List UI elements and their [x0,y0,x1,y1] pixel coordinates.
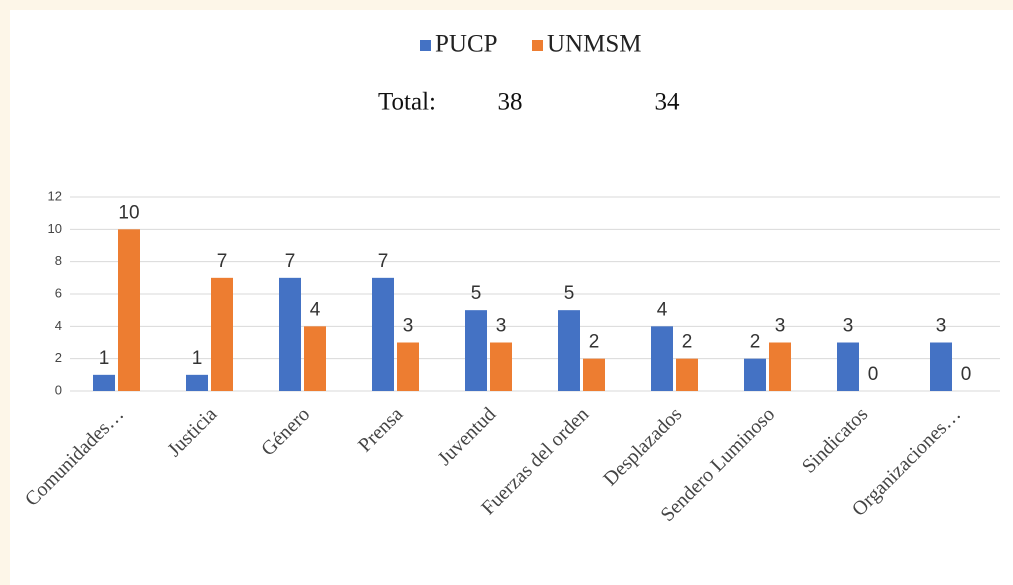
legend-swatch [420,40,431,51]
bar [465,310,487,391]
data-label: 3 [775,316,786,337]
data-label: 4 [657,299,668,320]
total-label: Total: [378,89,436,116]
bar [118,229,140,391]
bar [490,342,512,391]
data-label: 2 [682,332,693,353]
bar [769,342,791,391]
bar [837,342,859,391]
bar [651,326,673,391]
y-tick-label: 8 [55,253,62,268]
bar [186,374,208,391]
data-label: 7 [217,251,228,272]
legend-swatch [532,40,543,51]
bar [583,358,605,391]
legend-label: UNMSM [547,31,641,58]
data-label: 2 [750,332,761,353]
data-label: 2 [589,332,600,353]
data-label: 1 [192,348,203,369]
data-label: 1 [99,348,110,369]
data-label: 7 [285,251,296,272]
bar [397,342,419,391]
bar [930,342,952,391]
data-label: 3 [936,316,947,337]
data-label: 3 [403,316,414,337]
y-tick-label: 0 [55,382,62,397]
bar [558,310,580,391]
bar [744,358,766,391]
data-label: 0 [961,364,972,385]
bar [93,374,115,391]
data-label: 10 [118,202,139,223]
y-tick-label: 6 [55,285,62,300]
chart-panel [10,10,1013,585]
y-tick-label: 4 [55,318,62,333]
data-label: 3 [843,316,854,337]
data-label: 5 [471,283,482,304]
total-value: 38 [498,89,523,116]
y-tick-label: 2 [55,350,62,365]
data-label: 3 [496,316,507,337]
bar [676,358,698,391]
y-tick-label: 12 [48,188,62,203]
bar [304,326,326,391]
y-tick-label: 10 [48,221,62,236]
data-label: 0 [868,364,879,385]
total-value: 34 [655,89,681,116]
bar [211,277,233,391]
bar [372,277,394,391]
legend-label: PUCP [435,31,498,58]
data-label: 4 [310,299,321,320]
bar [279,277,301,391]
data-label: 7 [378,251,389,272]
data-label: 5 [564,283,575,304]
